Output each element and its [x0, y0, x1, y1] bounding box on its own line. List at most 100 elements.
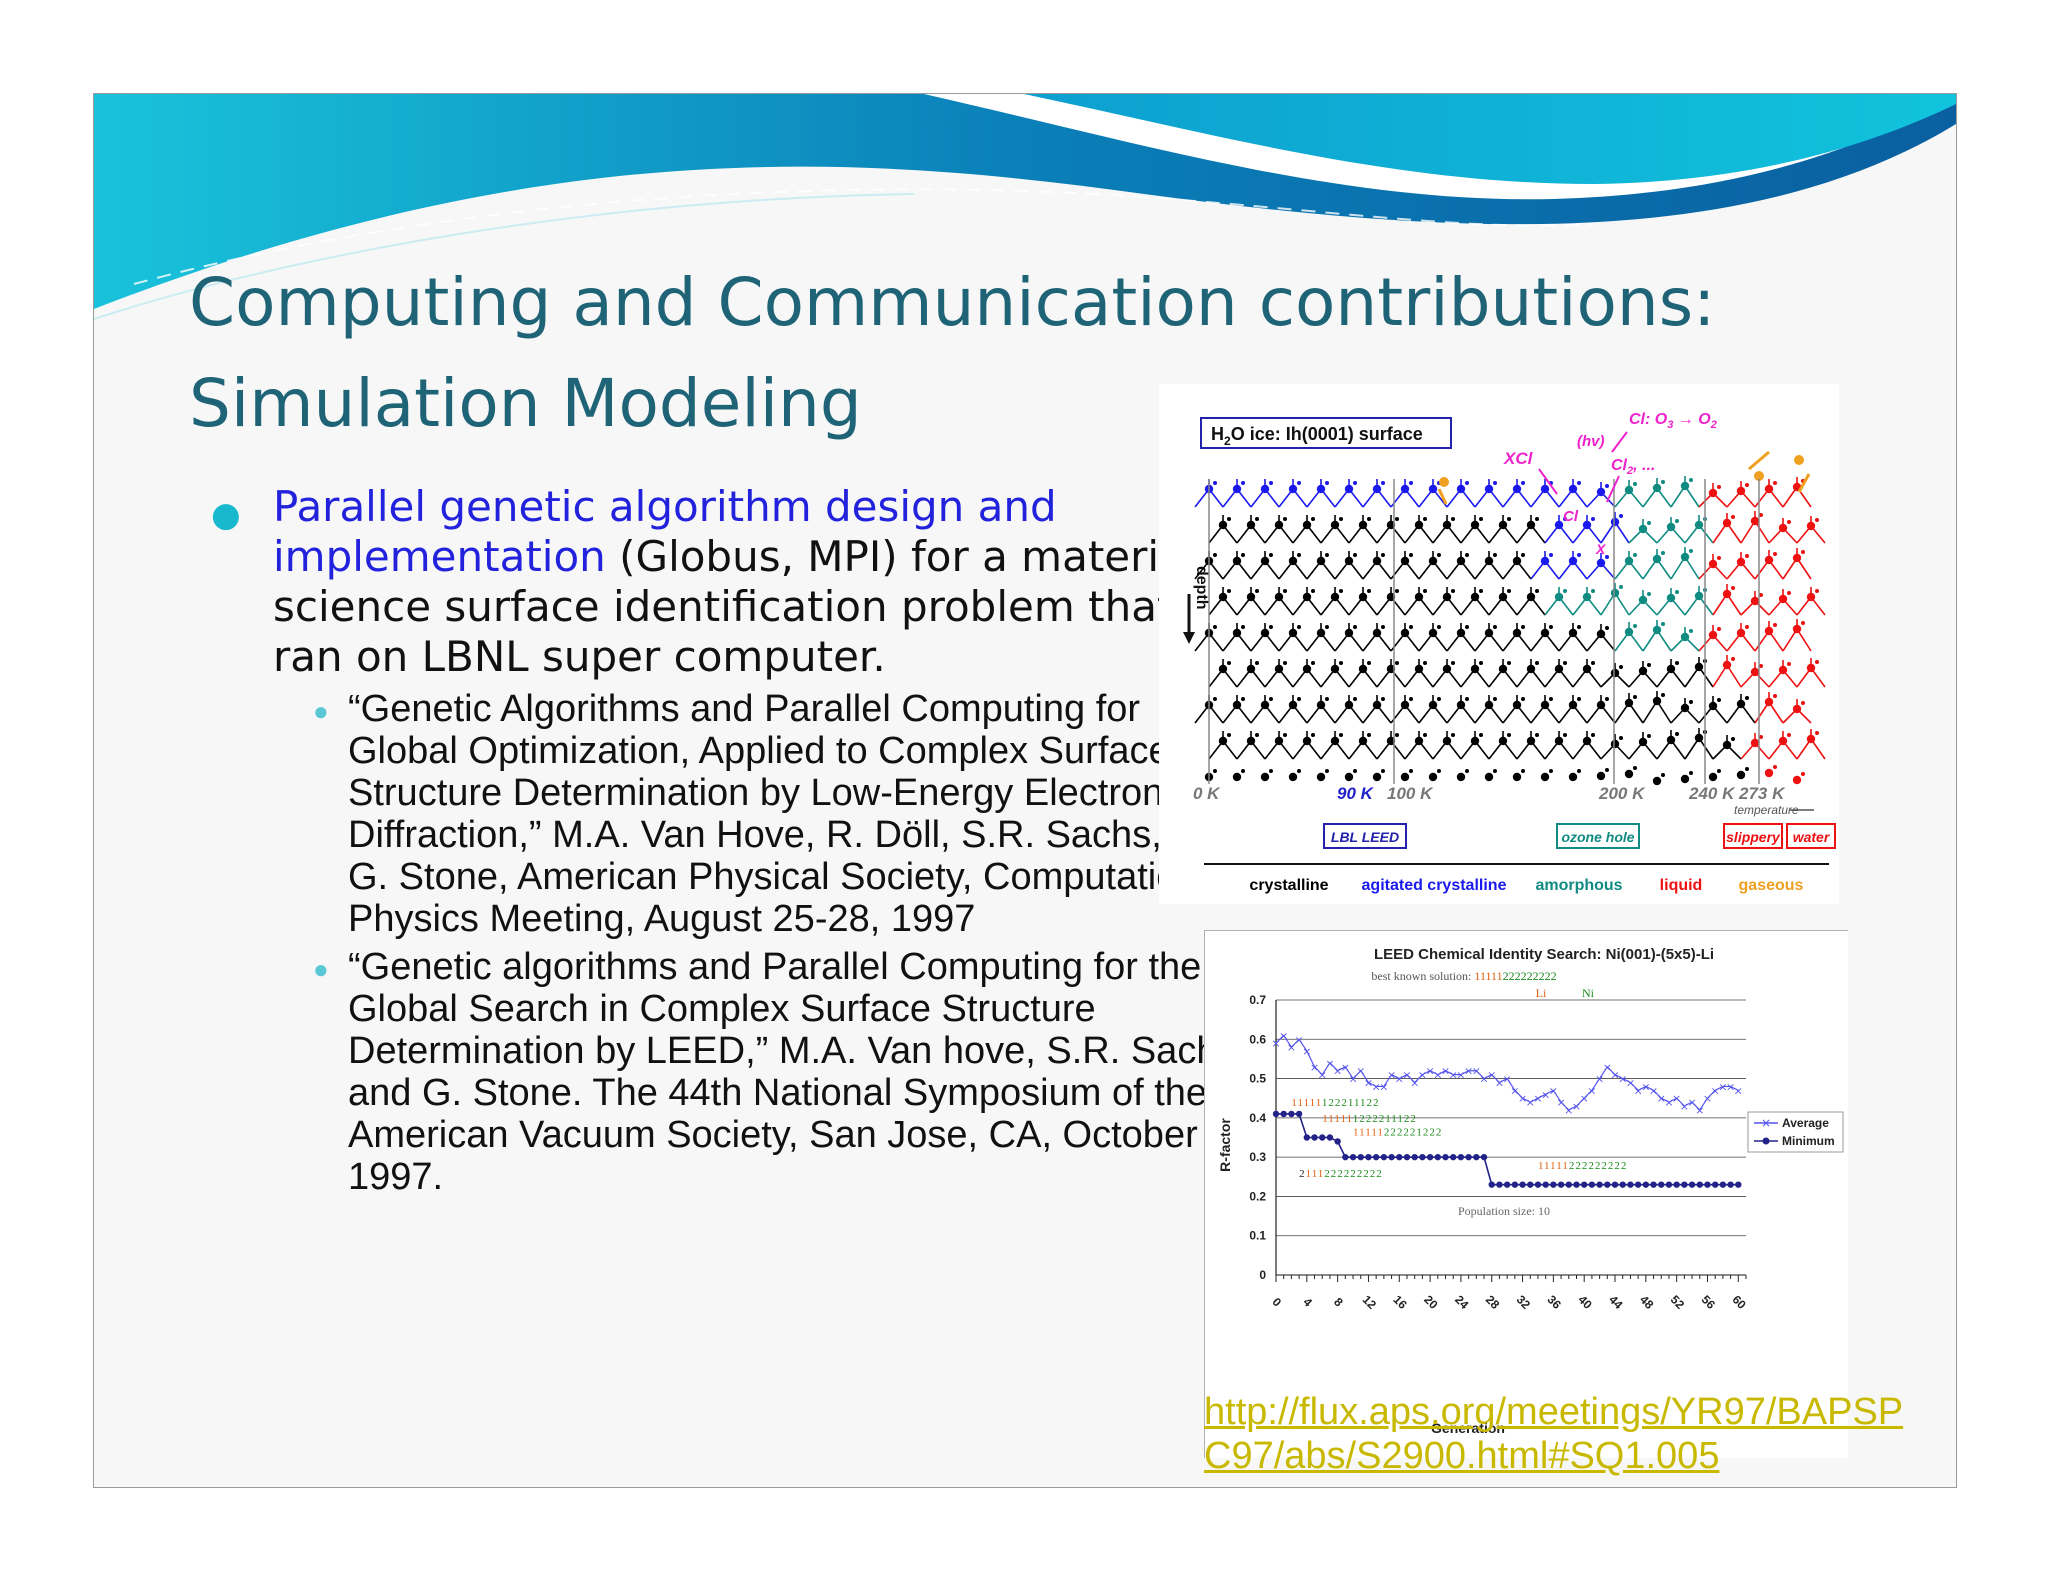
oxygen-atom [1736, 486, 1746, 496]
minimum-point [1580, 1181, 1588, 1188]
y-tick-label: 0 [1259, 1268, 1266, 1282]
phase-label: crystalline [1249, 877, 1328, 894]
oxygen-atom [1400, 556, 1410, 566]
oxygen-atom [1582, 592, 1592, 602]
oxygen-atom [1512, 700, 1522, 710]
minimum-point [1426, 1153, 1434, 1161]
oxygen-atom [1428, 772, 1438, 782]
average-point: × [1425, 1065, 1434, 1078]
minimum-point [1334, 1138, 1341, 1145]
minimum-point [1688, 1181, 1696, 1188]
oxygen-atom [1652, 625, 1662, 635]
oxygen-atom [1484, 484, 1494, 494]
oxygen-atom [1568, 700, 1578, 710]
minimum-point [1719, 1181, 1727, 1188]
average-point: × [1734, 1084, 1743, 1097]
oxygen-atom [1218, 664, 1228, 674]
oxygen-atom [1274, 592, 1284, 602]
oxygen-atom [1680, 632, 1690, 642]
oxygen-atom [1428, 628, 1438, 638]
oxygen-atom [1624, 485, 1634, 495]
title-line-2: Simulation Modeling [189, 365, 862, 442]
oxygen-atom [1652, 483, 1662, 493]
reference-link[interactable]: http://flux.aps.org/meetings/YR97/BAPSPC… [1204, 1391, 1904, 1477]
minimum-point [1311, 1134, 1318, 1141]
oxygen-atom [1344, 484, 1354, 494]
average-point: × [1726, 1080, 1735, 1093]
oxygen-atom [1316, 628, 1326, 638]
minimum-point [1326, 1134, 1334, 1141]
minimum-point [1434, 1153, 1442, 1161]
xcl-arrow-icon [1538, 468, 1558, 495]
oxygen-atom [1400, 700, 1410, 710]
temperature-box-label: slippery [1726, 829, 1781, 845]
minimum-point [1288, 1110, 1295, 1118]
average-point: × [1464, 1065, 1473, 1078]
average-point: × [1487, 1069, 1496, 1082]
oxygen-atom [1288, 772, 1298, 782]
oxygen-atom [1484, 556, 1494, 566]
oxygen-atom [1652, 696, 1662, 706]
legend-ni-label: Ni [1582, 986, 1595, 1000]
oxygen-atom [1246, 664, 1256, 674]
oxygen-atom [1372, 628, 1382, 638]
oxygen-atom [1316, 484, 1326, 494]
depth-label: depth [1193, 566, 1210, 610]
temperature-box-label: LBL LEED [1331, 829, 1399, 845]
average-point: × [1441, 1065, 1450, 1078]
oxygen-atom [1806, 734, 1816, 744]
oxygen-atom [1792, 775, 1802, 785]
ice-title: H2O ice: Ih(0001) surface [1211, 424, 1423, 448]
oxygen-atom [1722, 518, 1732, 528]
oxygen-atom [1554, 736, 1564, 746]
oxygen-atom [1288, 484, 1298, 494]
oxygen-atom [1330, 520, 1340, 530]
chart-subtitle: best known solution: 11111222222222 [1371, 969, 1556, 983]
oxygen-atom [1512, 772, 1522, 782]
solution-code-label: 11111222222222 [1538, 1160, 1627, 1172]
minimum-point [1650, 1181, 1657, 1188]
y-tick-label: 0.7 [1249, 993, 1266, 1007]
oxygen-atom [1498, 736, 1508, 746]
oxygen-atom [1428, 556, 1438, 566]
minimum-point [1380, 1153, 1388, 1161]
minimum-point [1665, 1181, 1673, 1188]
minimum-point [1527, 1181, 1534, 1188]
average-point: × [1356, 1065, 1365, 1078]
oxygen-atom [1218, 520, 1228, 530]
minimum-point [1349, 1153, 1357, 1161]
oxygen-atom [1372, 556, 1382, 566]
oxygen-atom [1288, 556, 1298, 566]
oxygen-atom [1442, 520, 1452, 530]
oxygen-atom [1680, 774, 1690, 784]
minimum-point [1473, 1153, 1480, 1161]
oxygen-atom [1624, 556, 1634, 566]
legend-average-icon: × [1761, 1116, 1771, 1130]
oxygen-atom [1708, 488, 1718, 498]
temperature-tick: 90 K [1337, 784, 1375, 803]
oxygen-atom [1554, 592, 1564, 602]
oxygen-atom [1386, 592, 1396, 602]
oxygen-atom [1330, 664, 1340, 674]
minimum-point [1696, 1181, 1703, 1188]
minimum-point [1542, 1181, 1549, 1188]
minimum-point [1419, 1153, 1426, 1161]
oxygen-atom [1610, 668, 1620, 678]
average-point: × [1333, 1065, 1342, 1078]
average-point: × [1664, 1096, 1673, 1109]
average-point: × [1634, 1084, 1643, 1097]
oxygen-atom [1428, 700, 1438, 710]
minimum-point [1519, 1181, 1526, 1188]
oxygen-atom [1330, 736, 1340, 746]
oxygen-atom [1344, 628, 1354, 638]
oxygen-atom [1218, 736, 1228, 746]
y-tick-label: 0.1 [1249, 1229, 1266, 1243]
oxygen-atom [1610, 588, 1620, 598]
oxygen-atom [1540, 772, 1550, 782]
average-point: × [1587, 1084, 1596, 1097]
chart-axes: 00.10.20.30.40.50.60.70 4 8 12 16 20 24 28 32 36 4… [1249, 993, 1749, 1312]
average-point: × [1364, 1077, 1373, 1090]
oxygen-atom [1750, 738, 1760, 748]
oxygen-atom [1344, 772, 1354, 782]
chart-legend: × Average Minimum [1747, 1111, 1844, 1153]
